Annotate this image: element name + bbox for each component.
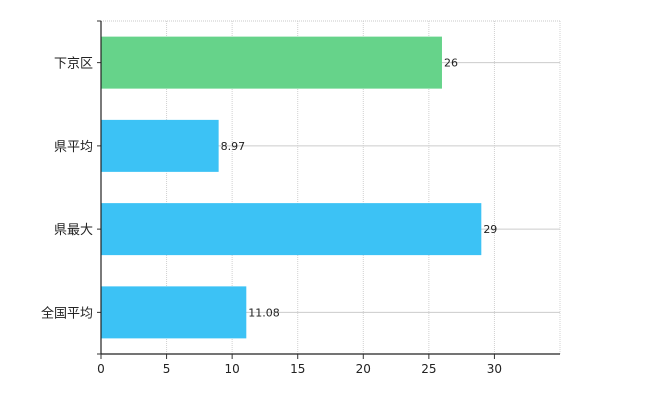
bar-2 (101, 119, 219, 172)
axes (97, 20, 560, 359)
category-label: 全国平均 (41, 305, 93, 321)
x-tick-label: 5 (163, 362, 171, 376)
bars (101, 36, 482, 339)
category-label: 県最大 (54, 223, 93, 238)
bar-value-label: 8.97 (221, 140, 246, 153)
bar-1 (101, 36, 442, 89)
bar-value-label: 29 (483, 223, 497, 236)
labels: 26 下京区 8.97 県平均 29 県最大 11.08 全国平均 0 5 10 15 20 25 30 (41, 57, 502, 376)
x-tick-label: 10 (225, 362, 240, 376)
bar-value-label: 26 (444, 57, 458, 70)
category-label: 県平均 (54, 140, 93, 155)
x-tick-label: 30 (487, 362, 502, 376)
x-tick-label: 20 (356, 362, 371, 376)
x-tick-label: 0 (97, 362, 105, 376)
x-tick-label: 15 (290, 362, 305, 376)
bar-value-label: 11.08 (248, 306, 279, 319)
x-tick-label: 25 (421, 362, 436, 376)
category-label: 下京区 (54, 57, 93, 72)
bar-3 (101, 203, 482, 256)
bar-4 (101, 286, 247, 339)
